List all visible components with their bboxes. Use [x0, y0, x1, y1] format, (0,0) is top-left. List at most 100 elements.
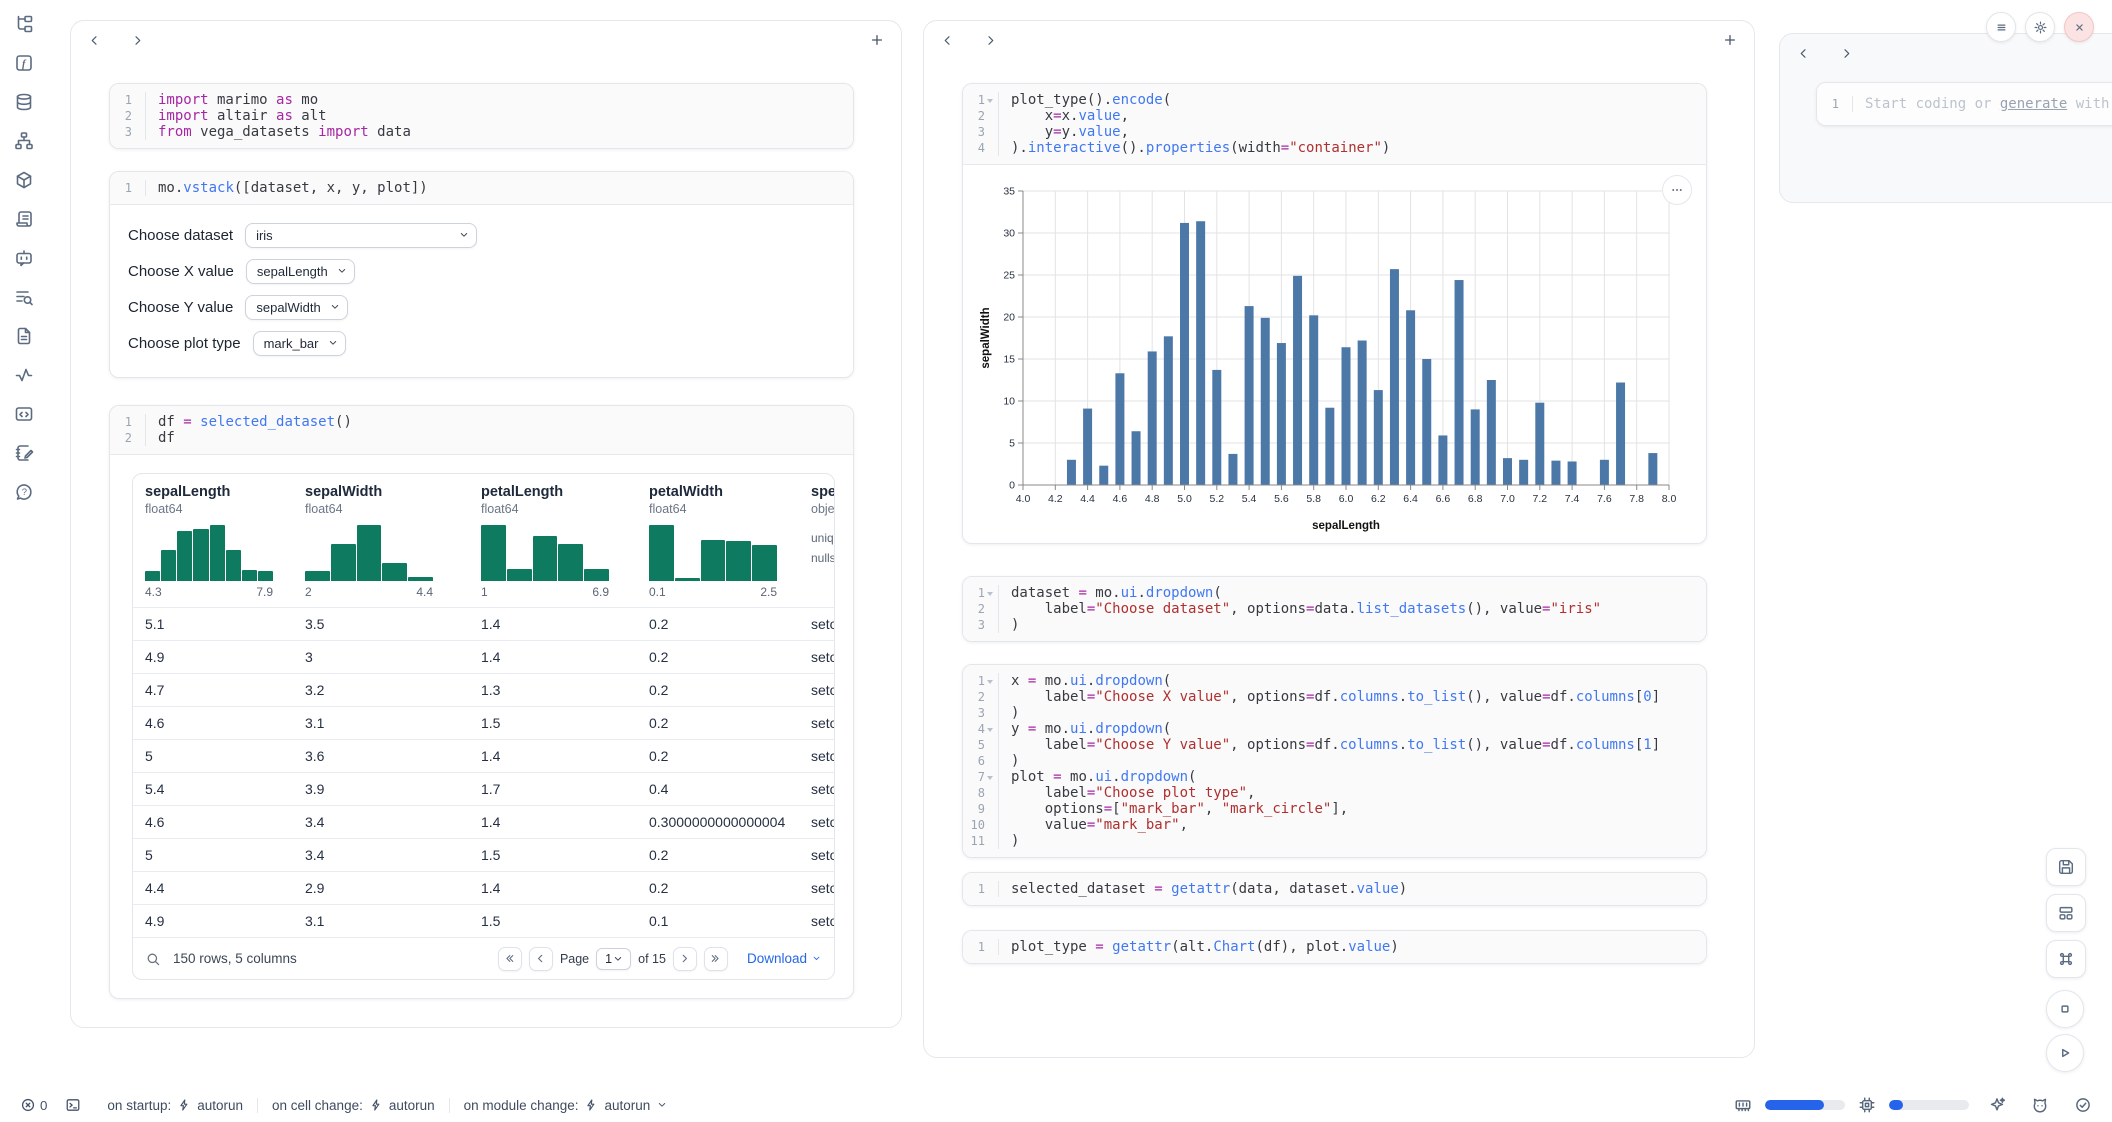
table-row: 4.63.41.40.3000000000000004setosa: [133, 805, 834, 838]
run-button[interactable]: [2046, 1034, 2084, 1072]
download-button[interactable]: Download: [747, 951, 822, 966]
page-select[interactable]: 1: [596, 948, 631, 970]
code-editor[interactable]: 1Start coding or generate with AI: [1817, 83, 2112, 125]
column-header-sepalWidth[interactable]: sepalWidthfloat6424.4: [293, 474, 469, 607]
sidebar-bot-icon[interactable]: [14, 248, 34, 268]
panel-header: [71, 21, 901, 59]
add-cell-icon[interactable]: [1722, 32, 1738, 48]
svg-text:sepalWidth: sepalWidth: [980, 307, 992, 368]
history-forward-icon[interactable]: [983, 33, 998, 48]
sidebar-package-icon[interactable]: [14, 170, 34, 190]
stop-button[interactable]: [2046, 990, 2084, 1028]
dropdown-label: Choose Y value: [128, 299, 233, 316]
svg-text:6.0: 6.0: [1339, 493, 1354, 505]
table-row: 53.41.50.2setosa: [133, 838, 834, 871]
row-count-summary: 150 rows, 5 columns: [173, 951, 297, 966]
notebook-panel-middle: 1plot_type().encode(2 x=x.value,3 y=y.va…: [923, 20, 1755, 1058]
chart-actions-button[interactable]: [1662, 175, 1692, 205]
autorun-setting[interactable]: on cell change:autorun: [257, 1098, 449, 1113]
error-count-button[interactable]: 0: [14, 1094, 53, 1116]
first-page-button[interactable]: [498, 947, 522, 971]
history-back-icon[interactable]: [1796, 46, 1811, 61]
search-icon[interactable]: [145, 951, 161, 967]
svg-text:5.2: 5.2: [1209, 493, 1224, 505]
close-notebook-button[interactable]: [2064, 12, 2094, 42]
setting-value: autorun: [604, 1098, 650, 1113]
setting-label: on startup:: [107, 1098, 171, 1113]
sidebar-scroll-icon[interactable]: [14, 209, 34, 229]
dropdown-3[interactable]: mark_bar: [253, 331, 346, 356]
command-palette-button[interactable]: [2046, 940, 2086, 978]
code-editor[interactable]: 1df = selected_dataset()2df: [110, 406, 853, 454]
column-header-petalLength[interactable]: petalLengthfloat6416.9: [469, 474, 637, 607]
history-back-icon[interactable]: [940, 33, 955, 48]
notebook-menu-button[interactable]: [1986, 12, 2016, 42]
svg-text:sepalLength: sepalLength: [1312, 520, 1380, 532]
prev-page-button[interactable]: [529, 947, 553, 971]
code-editor[interactable]: 1import marimo as mo2import altair as al…: [110, 84, 853, 148]
svg-text:4.0: 4.0: [1016, 493, 1031, 505]
last-page-button[interactable]: [704, 947, 728, 971]
chevrons-left-icon: [503, 952, 516, 965]
dropdown-label: Choose plot type: [128, 335, 241, 352]
settings-button[interactable]: [2025, 12, 2055, 42]
sidebar-function-square-icon[interactable]: f: [14, 53, 34, 73]
menu-icon: [1994, 20, 2009, 35]
svg-text:f: f: [22, 59, 27, 70]
terminal-icon: [65, 1097, 81, 1113]
save-icon: [2057, 858, 2075, 876]
history-forward-icon[interactable]: [130, 33, 145, 48]
history-forward-icon[interactable]: [1839, 46, 1854, 61]
svg-text:7.8: 7.8: [1629, 493, 1644, 505]
terminal-button[interactable]: [59, 1094, 87, 1116]
sidebar-file-text-icon[interactable]: [14, 326, 34, 346]
code-cell-df: 1df = selected_dataset()2df sepalLengthf…: [109, 405, 854, 999]
sidebar-database-icon[interactable]: [14, 92, 34, 112]
notebook-panel-right: 1Start coding or generate with AI: [1779, 33, 2112, 203]
sidebar-file-tree-icon[interactable]: [14, 14, 34, 34]
setting-value: autorun: [389, 1098, 435, 1113]
code-editor[interactable]: 1plot_type = getattr(alt.Chart(df), plot…: [963, 931, 1706, 963]
lightning-icon: [584, 1098, 598, 1112]
dropdown-1[interactable]: sepalLength: [246, 259, 355, 284]
table-row: 4.63.11.50.2setosa: [133, 706, 834, 739]
code-editor[interactable]: 1selected_dataset = getattr(data, datase…: [963, 873, 1706, 905]
column-header-petalWidth[interactable]: petalWidthfloat640.12.5: [637, 474, 799, 607]
add-cell-icon[interactable]: [869, 32, 885, 48]
code-editor[interactable]: 1x = mo.ui.dropdown(2 label="Choose X va…: [963, 665, 1706, 857]
next-page-button[interactable]: [673, 947, 697, 971]
sidebar-notebook-pen-icon[interactable]: [14, 443, 34, 463]
ai-assist-button[interactable]: [1982, 1093, 2012, 1117]
setting-label: on module change:: [464, 1098, 579, 1113]
layout-button[interactable]: [2046, 894, 2086, 932]
sidebar-help-icon[interactable]: ?: [14, 482, 34, 502]
panel-header: [1780, 34, 2112, 72]
autorun-setting[interactable]: on module change: autorun: [449, 1098, 683, 1113]
svg-text:5.4: 5.4: [1242, 493, 1257, 505]
chevrons-right-icon: [709, 952, 722, 965]
connection-status-button[interactable]: [2068, 1093, 2098, 1117]
sidebar-code-window-icon[interactable]: [14, 404, 34, 424]
sidebar-list-search-icon[interactable]: [14, 287, 34, 307]
bar-chart[interactable]: 4.04.24.44.64.85.05.25.45.65.86.06.26.46…: [977, 183, 1698, 535]
dropdown-0[interactable]: iris: [245, 223, 477, 248]
save-notebook-button[interactable]: [2046, 848, 2086, 886]
sidebar-org-chart-icon[interactable]: [14, 131, 34, 151]
code-editor[interactable]: 1plot_type().encode(2 x=x.value,3 y=y.va…: [963, 84, 1706, 164]
close-icon: [2072, 20, 2087, 35]
column-header-species[interactable]: speciesobjectunique:nulls:: [799, 474, 834, 607]
history-back-icon[interactable]: [87, 33, 102, 48]
lightning-icon: [177, 1098, 191, 1112]
gear-icon: [2033, 20, 2048, 35]
table-row: 4.93.11.50.1setosa: [133, 904, 834, 937]
dropdown-2[interactable]: sepalWidth: [245, 295, 348, 320]
marimo-cat-button[interactable]: [2025, 1093, 2055, 1117]
column-header-sepalLength[interactable]: sepalLengthfloat644.37.9: [133, 474, 293, 607]
sidebar-activity-icon[interactable]: [14, 365, 34, 385]
code-editor[interactable]: 1mo.vstack([dataset, x, y, plot]): [110, 172, 853, 204]
code-editor[interactable]: 1dataset = mo.ui.dropdown(2 label="Choos…: [963, 577, 1706, 641]
table-row: 4.73.21.30.2setosa: [133, 673, 834, 706]
error-circle-icon: [20, 1097, 36, 1113]
autorun-setting[interactable]: on startup:autorun: [93, 1098, 257, 1113]
dataframe-output: sepalLengthfloat644.37.9sepalWidthfloat6…: [110, 454, 853, 980]
